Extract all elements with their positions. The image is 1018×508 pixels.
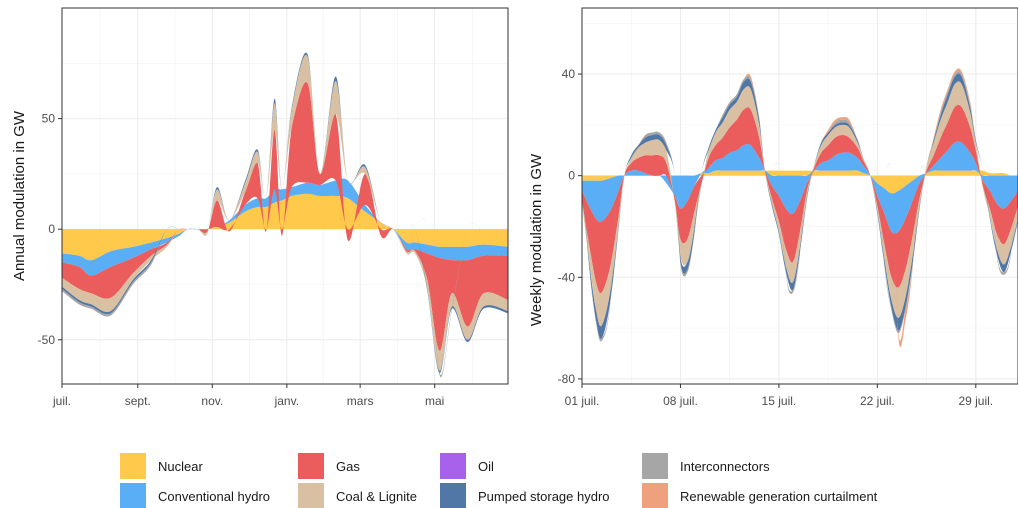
area-nuclear: [62, 193, 508, 261]
y-tick-label: 40: [562, 67, 576, 81]
legend-item: Conventional hydro: [120, 483, 270, 508]
x-tick-label: mars: [347, 394, 374, 408]
x-tick-label: 01 juil.: [565, 394, 600, 408]
y-axis-title: Weekly modulation in GW: [528, 153, 545, 326]
legend-label: Conventional hydro: [158, 489, 270, 504]
y-tick-label: 0: [568, 169, 575, 183]
legend-item: Nuclear: [120, 453, 203, 479]
x-tick-label: 29 juil.: [958, 394, 993, 408]
x-tick-label: sept.: [125, 394, 151, 408]
legend-item: Coal & Lignite: [298, 483, 417, 508]
legend-swatch: [642, 483, 668, 508]
x-tick-label: juil.: [52, 394, 71, 408]
y-tick-label: -40: [558, 270, 576, 284]
y-tick-label: -50: [38, 333, 56, 347]
y-axis-ticks: -80 -40 0 40: [558, 67, 582, 386]
panel-frame: [581, 7, 1018, 385]
annual-modulation-chart: juil. sept. nov. janv. mars mai -50 0 50 Annual…: [11, 7, 509, 408]
legend-item: Pumped storage hydro: [440, 483, 610, 508]
legend-label: Gas: [336, 459, 360, 474]
legend-item: Oil: [440, 453, 494, 479]
y-tick-label: -80: [558, 372, 576, 386]
y-tick-label: 50: [42, 112, 56, 126]
x-axis-ticks: 01 juil. 08 juil. 15 juil. 22 juil. 29 juil.: [565, 384, 993, 408]
legend-swatch: [120, 483, 146, 508]
x-tick-label: mai: [425, 394, 444, 408]
legend-label: Interconnectors: [680, 459, 770, 474]
area-gas: [62, 81, 508, 351]
y-axis-title: Annual modulation in GW: [11, 110, 28, 281]
x-tick-label: 08 juil.: [663, 394, 698, 408]
legend-swatch: [440, 453, 466, 479]
legend-label: Coal & Lignite: [336, 489, 417, 504]
area-conventional-hydro: [582, 141, 1018, 234]
legend-label: Oil: [478, 459, 494, 474]
x-tick-label: nov.: [201, 394, 223, 408]
x-tick-label: 15 juil.: [762, 394, 797, 408]
legend-label: Renewable generation curtailment: [680, 489, 878, 504]
legend-label: Nuclear: [158, 459, 203, 474]
y-axis-ticks: -50 0 50: [38, 112, 62, 347]
legend-item: Interconnectors: [642, 453, 770, 479]
panel-frame: [61, 7, 509, 385]
legend-swatch: [298, 453, 324, 479]
x-axis-ticks: juil. sept. nov. janv. mars mai: [52, 384, 444, 408]
area-conventional-hydro: [62, 178, 508, 276]
weekly-modulation-chart: 01 juil. 08 juil. 15 juil. 22 juil. 29 juil.…: [528, 7, 1018, 408]
stacked-areas: [62, 52, 508, 378]
stacked-areas: [582, 68, 1018, 348]
area-gas: [582, 104, 1018, 294]
area-coal-lignite: [582, 81, 1018, 327]
area-nuclear: [582, 170, 1018, 194]
x-tick-label: 22 juil.: [860, 394, 895, 408]
legend-item: Gas: [298, 453, 360, 479]
legend: Nuclear Conventional hydro Gas Coal & Ligni…: [120, 453, 878, 508]
x-tick-label: janv.: [274, 394, 299, 408]
y-tick-label: 0: [48, 222, 55, 236]
legend-swatch: [120, 453, 146, 479]
legend-item: Renewable generation curtailment: [642, 483, 878, 508]
legend-label: Pumped storage hydro: [478, 489, 610, 504]
legend-swatch: [642, 453, 668, 479]
legend-swatch: [298, 483, 324, 508]
legend-swatch: [440, 483, 466, 508]
